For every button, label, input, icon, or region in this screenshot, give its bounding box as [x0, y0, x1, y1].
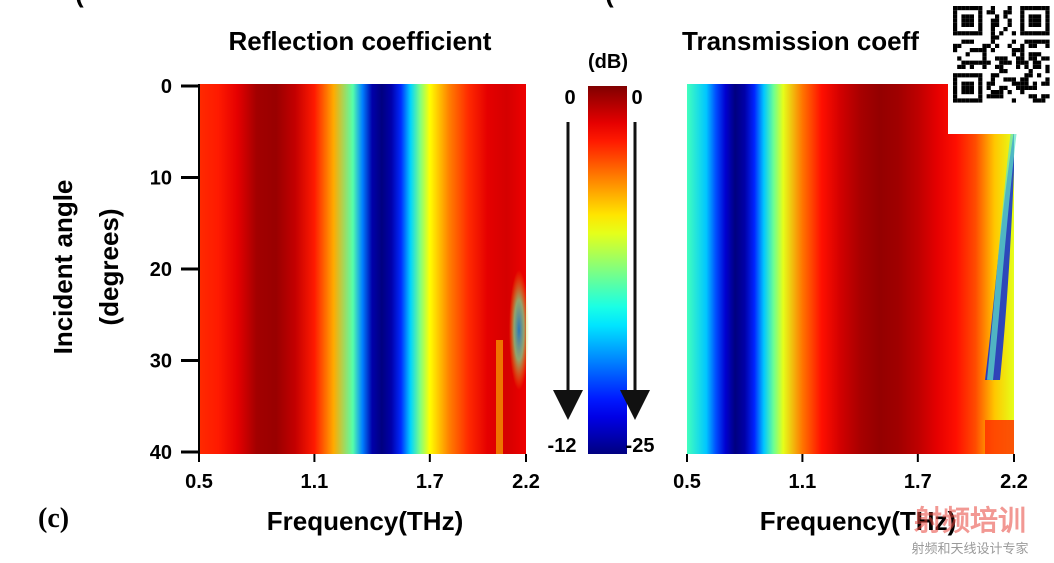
panel-label: (c) — [38, 503, 69, 534]
y-label-line2: (degrees) — [94, 208, 124, 325]
reflection-y-ticks: 0 10 20 30 40 — [150, 76, 199, 464]
transmission-panel: Transmission coeff 0.5 1.1 1.7 2.2 Frequenc… — [673, 26, 1028, 536]
reflection-x-tick-label: 1.1 — [301, 471, 329, 493]
reflection-y-tick-label: 20 — [150, 259, 172, 281]
transmission-x-tick-label: 1.1 — [789, 471, 817, 493]
reflection-high-freq-feature — [509, 270, 529, 390]
reflection-y-tick-label: 30 — [150, 351, 172, 373]
watermark-subtitle: 射频和天线设计专家 — [911, 541, 1028, 556]
reflection-y-tick-label: 10 — [150, 168, 172, 190]
reflection-x-tick-label: 2.2 — [512, 471, 540, 493]
transmission-corner-feature — [985, 420, 1014, 454]
colorbar: (dB) 0 0 -12 -25 — [548, 51, 655, 457]
y-label-line1: Incident angle — [48, 180, 78, 355]
colorbar-left-top: 0 — [564, 87, 575, 109]
reflection-edge-streak — [496, 340, 503, 454]
transmission-x-ticks: 0.5 1.1 1.7 2.2 — [673, 454, 1028, 493]
transmission-x-tick-label: 0.5 — [673, 471, 701, 493]
colorbar-right-top: 0 — [631, 87, 642, 109]
transmission-x-tick-label: 1.7 — [904, 471, 932, 493]
reflection-x-tick-label: 0.5 — [185, 471, 213, 493]
reflection-y-tick-label: 40 — [150, 442, 172, 464]
transmission-title: Transmission coeff — [682, 26, 919, 56]
reflection-title: Reflection coefficient — [229, 26, 492, 56]
reflection-x-ticks: 0.5 1.1 1.7 2.2 — [185, 454, 540, 493]
cropped-panel-label-left: ( — [75, 0, 84, 8]
transmission-x-label: Frequency(THz) — [760, 506, 956, 536]
reflection-x-label: Frequency(THz) — [267, 506, 463, 536]
qr-code — [948, 0, 1054, 134]
watermark: 射频培训 射频和天线设计专家 — [911, 504, 1028, 556]
colorbar-left-bottom: -12 — [548, 435, 577, 457]
watermark-brand: 射频培训 — [913, 504, 1026, 536]
transmission-heatmap — [687, 84, 1014, 454]
reflection-x-tick-label: 1.7 — [416, 471, 444, 493]
reflection-heatmap — [199, 84, 526, 454]
transmission-x-tick-label: 2.2 — [1000, 471, 1028, 493]
transmission-dip-edge — [987, 129, 1017, 381]
cropped-panel-label-right: ( — [605, 0, 614, 8]
reflection-panel: Reflection coefficient 0 10 20 30 40 0.5 1.1 1… — [48, 26, 540, 536]
colorbar-strip — [588, 86, 627, 454]
colorbar-unit: (dB) — [588, 51, 628, 73]
colorbar-right-bottom: -25 — [626, 435, 655, 457]
reflection-y-tick-label: 0 — [161, 76, 172, 98]
